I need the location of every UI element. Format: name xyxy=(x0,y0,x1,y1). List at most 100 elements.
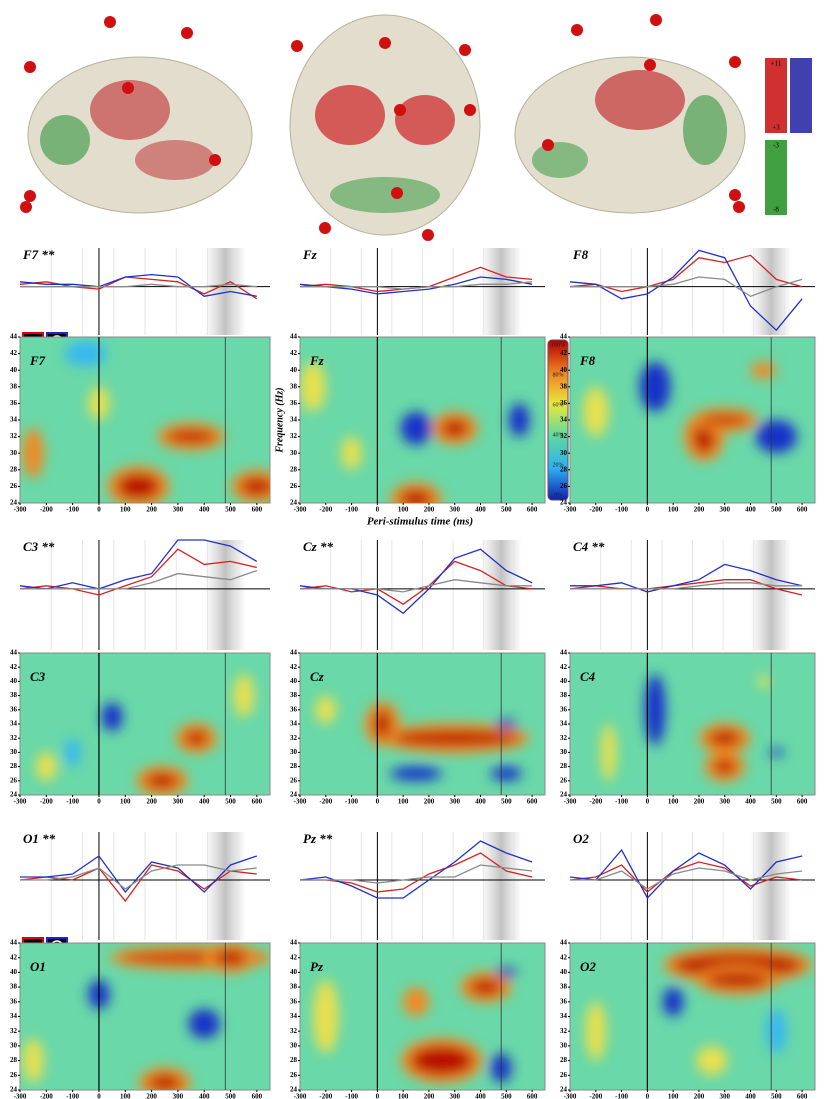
colorbar-label: 0% xyxy=(554,492,562,498)
y-tick-label: 26 xyxy=(10,1071,18,1079)
y-tick-label: 30 xyxy=(10,1042,18,1050)
waveform-panel: Fz xyxy=(299,247,545,335)
x-tick-label: -100 xyxy=(615,506,628,514)
x-tick-label: -100 xyxy=(345,506,358,514)
y-tick-label: 38 xyxy=(560,382,568,390)
waveform-line xyxy=(19,539,258,590)
x-tick-label: 400 xyxy=(475,506,486,514)
y-tick-label: 34 xyxy=(290,416,298,424)
waveform-line xyxy=(20,283,257,288)
y-tick-label: 30 xyxy=(290,1042,298,1050)
heatmap-blob xyxy=(312,979,339,1054)
y-tick-label: 40 xyxy=(290,677,298,685)
brain-images: +11 +3 -3 -8 xyxy=(20,14,812,241)
y-tick-label: 44 xyxy=(290,939,298,947)
panel-title: Pz ** xyxy=(303,831,333,846)
waveform-line xyxy=(300,579,533,593)
y-tick-label: 42 xyxy=(560,953,568,961)
heatmap-blob xyxy=(167,430,215,443)
x-axis-label: Peri-stimulus time (ms) xyxy=(367,516,473,528)
heatmap-blob xyxy=(117,473,160,499)
y-tick-label: 44 xyxy=(290,649,298,657)
x-tick-label: 300 xyxy=(449,506,460,514)
waveform-panel: C4 ** xyxy=(569,539,815,650)
x-tick-label: 600 xyxy=(252,798,263,806)
highlight-window xyxy=(204,540,247,650)
y-tick-label: 36 xyxy=(290,399,298,407)
waveform-panel: Cz ** xyxy=(299,539,545,650)
y-tick-label: 30 xyxy=(290,449,298,457)
heatmap-blob xyxy=(766,1009,787,1054)
heatmap-blob xyxy=(101,702,123,732)
heatmap-blob xyxy=(403,987,429,1017)
x-tick-label: 300 xyxy=(173,506,184,514)
heatmap-blob xyxy=(22,428,44,479)
heatmap-title: F7 xyxy=(29,353,46,368)
y-tick-label: 44 xyxy=(560,649,568,657)
heatmap-title: C3 xyxy=(30,669,46,684)
heatmap: C3 -300 -200 -100 0 100 200 300 400 500 600 24 26 28 3… xyxy=(10,649,271,806)
x-tick-label: -300 xyxy=(564,798,577,806)
x-tick-label: 400 xyxy=(475,798,486,806)
y-tick-label: 40 xyxy=(560,366,568,374)
y-tick-label: 28 xyxy=(10,1056,18,1064)
heatmap-blob xyxy=(758,674,769,689)
x-tick-label: -200 xyxy=(319,798,332,806)
waveform-line xyxy=(299,840,533,899)
x-tick-label: 300 xyxy=(449,1093,460,1099)
waveform-line xyxy=(20,569,258,590)
x-tick-label: 400 xyxy=(199,506,210,514)
x-tick-label: 200 xyxy=(694,798,705,806)
y-tick-label: 28 xyxy=(10,762,18,770)
legend-blue xyxy=(790,58,812,133)
y-tick-label: 28 xyxy=(290,465,298,473)
heatmap-blob xyxy=(470,979,502,995)
y-tick-label: 24 xyxy=(10,791,18,799)
x-tick-label: 300 xyxy=(719,506,730,514)
colorbar-label: 80% xyxy=(553,372,564,378)
legend-label: +11 xyxy=(771,60,782,68)
y-tick-label: 32 xyxy=(10,1027,18,1035)
legend-green xyxy=(765,140,787,215)
waveform-line xyxy=(569,249,803,332)
panel-title: F7 ** xyxy=(22,247,55,262)
x-tick-label: 200 xyxy=(694,1093,705,1099)
y-tick-label: 40 xyxy=(10,366,18,374)
heatmap-texture xyxy=(585,946,813,1076)
x-tick-label: 500 xyxy=(225,1093,236,1099)
x-tick-label: 0 xyxy=(646,798,650,806)
x-tick-label: 600 xyxy=(527,506,538,514)
activation xyxy=(683,95,727,165)
x-tick-label: 600 xyxy=(797,506,808,514)
x-tick-label: -300 xyxy=(564,506,577,514)
heatmap-blob xyxy=(441,420,468,437)
x-tick-label: 0 xyxy=(646,506,650,514)
x-tick-label: -300 xyxy=(14,1093,27,1099)
y-tick-label: 24 xyxy=(290,791,298,799)
activation xyxy=(40,115,90,165)
heatmap: O2 -300 -200 -100 0 100 200 300 400 500 600 24 26 28 3… xyxy=(560,939,816,1099)
y-tick-label: 40 xyxy=(10,968,18,976)
heatmap-title: O2 xyxy=(580,959,596,974)
y-tick-label: 28 xyxy=(560,1056,568,1064)
heatmap-blob xyxy=(701,415,748,425)
y-tick-label: 32 xyxy=(290,734,298,742)
x-tick-label: -200 xyxy=(319,1093,332,1099)
x-tick-label: 0 xyxy=(376,1093,380,1099)
heatmap-blob xyxy=(64,738,81,767)
y-tick-label: 30 xyxy=(10,748,18,756)
x-tick-label: 300 xyxy=(719,798,730,806)
y-tick-label: 32 xyxy=(560,734,568,742)
activation xyxy=(90,80,170,140)
y-tick-label: 32 xyxy=(10,432,18,440)
y-tick-label: 42 xyxy=(290,349,298,357)
heatmap: O1 -300 -200 -100 0 100 200 300 400 500 600 24 26 28 3… xyxy=(10,939,271,1099)
panel-title: O2 xyxy=(573,831,589,846)
y-tick-label: 34 xyxy=(10,720,18,728)
x-tick-label: -100 xyxy=(66,798,79,806)
x-tick-label: -200 xyxy=(589,506,602,514)
heatmap-title: Pz xyxy=(310,959,324,974)
legend-label: -3 xyxy=(773,142,779,150)
y-tick-label: 26 xyxy=(290,776,298,784)
